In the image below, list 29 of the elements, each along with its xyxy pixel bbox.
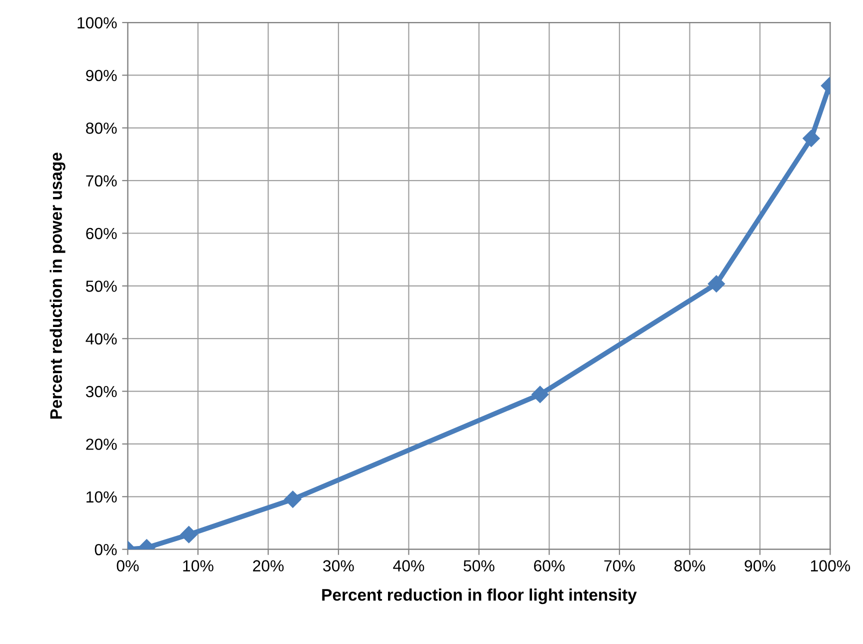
y-axis-title: Percent reduction in power usage	[50, 152, 66, 419]
x-axis-title: Percent reduction in floor light intensity	[322, 588, 637, 604]
x-tick-label: 0%	[116, 560, 139, 572]
y-tick-label: 30%	[86, 386, 117, 398]
point	[802, 130, 820, 147]
x-tick-label: 60%	[534, 560, 565, 572]
x-tick-label: 50%	[464, 560, 494, 572]
point	[708, 275, 725, 292]
y-tick-label: 50%	[86, 280, 117, 292]
x-tick-label: 20%	[253, 560, 284, 572]
x-tick-label: 100%	[811, 560, 850, 572]
y-tick-label: 100%	[78, 17, 117, 28]
y-tick-label: 10%	[86, 491, 117, 503]
x-tick-label: 30%	[323, 560, 354, 572]
y-tick-label: 70%	[86, 175, 117, 187]
point	[284, 490, 302, 508]
y-tick-label: 20%	[86, 438, 117, 450]
x-tick-label: 80%	[674, 560, 706, 572]
y-tick-label: 80%	[86, 122, 117, 134]
y-tick-label: 60%	[86, 228, 117, 240]
point	[532, 386, 549, 404]
x-tick-label: 90%	[744, 560, 776, 572]
x-tick-label: 40%	[393, 560, 424, 572]
y-tick-label: 90%	[86, 70, 117, 82]
point	[180, 526, 198, 544]
y-tick-label: 0%	[94, 544, 117, 556]
x-tick-label: 70%	[604, 560, 635, 572]
y-tick-label: 40%	[86, 333, 117, 345]
x-tick-label: 10%	[183, 560, 214, 572]
